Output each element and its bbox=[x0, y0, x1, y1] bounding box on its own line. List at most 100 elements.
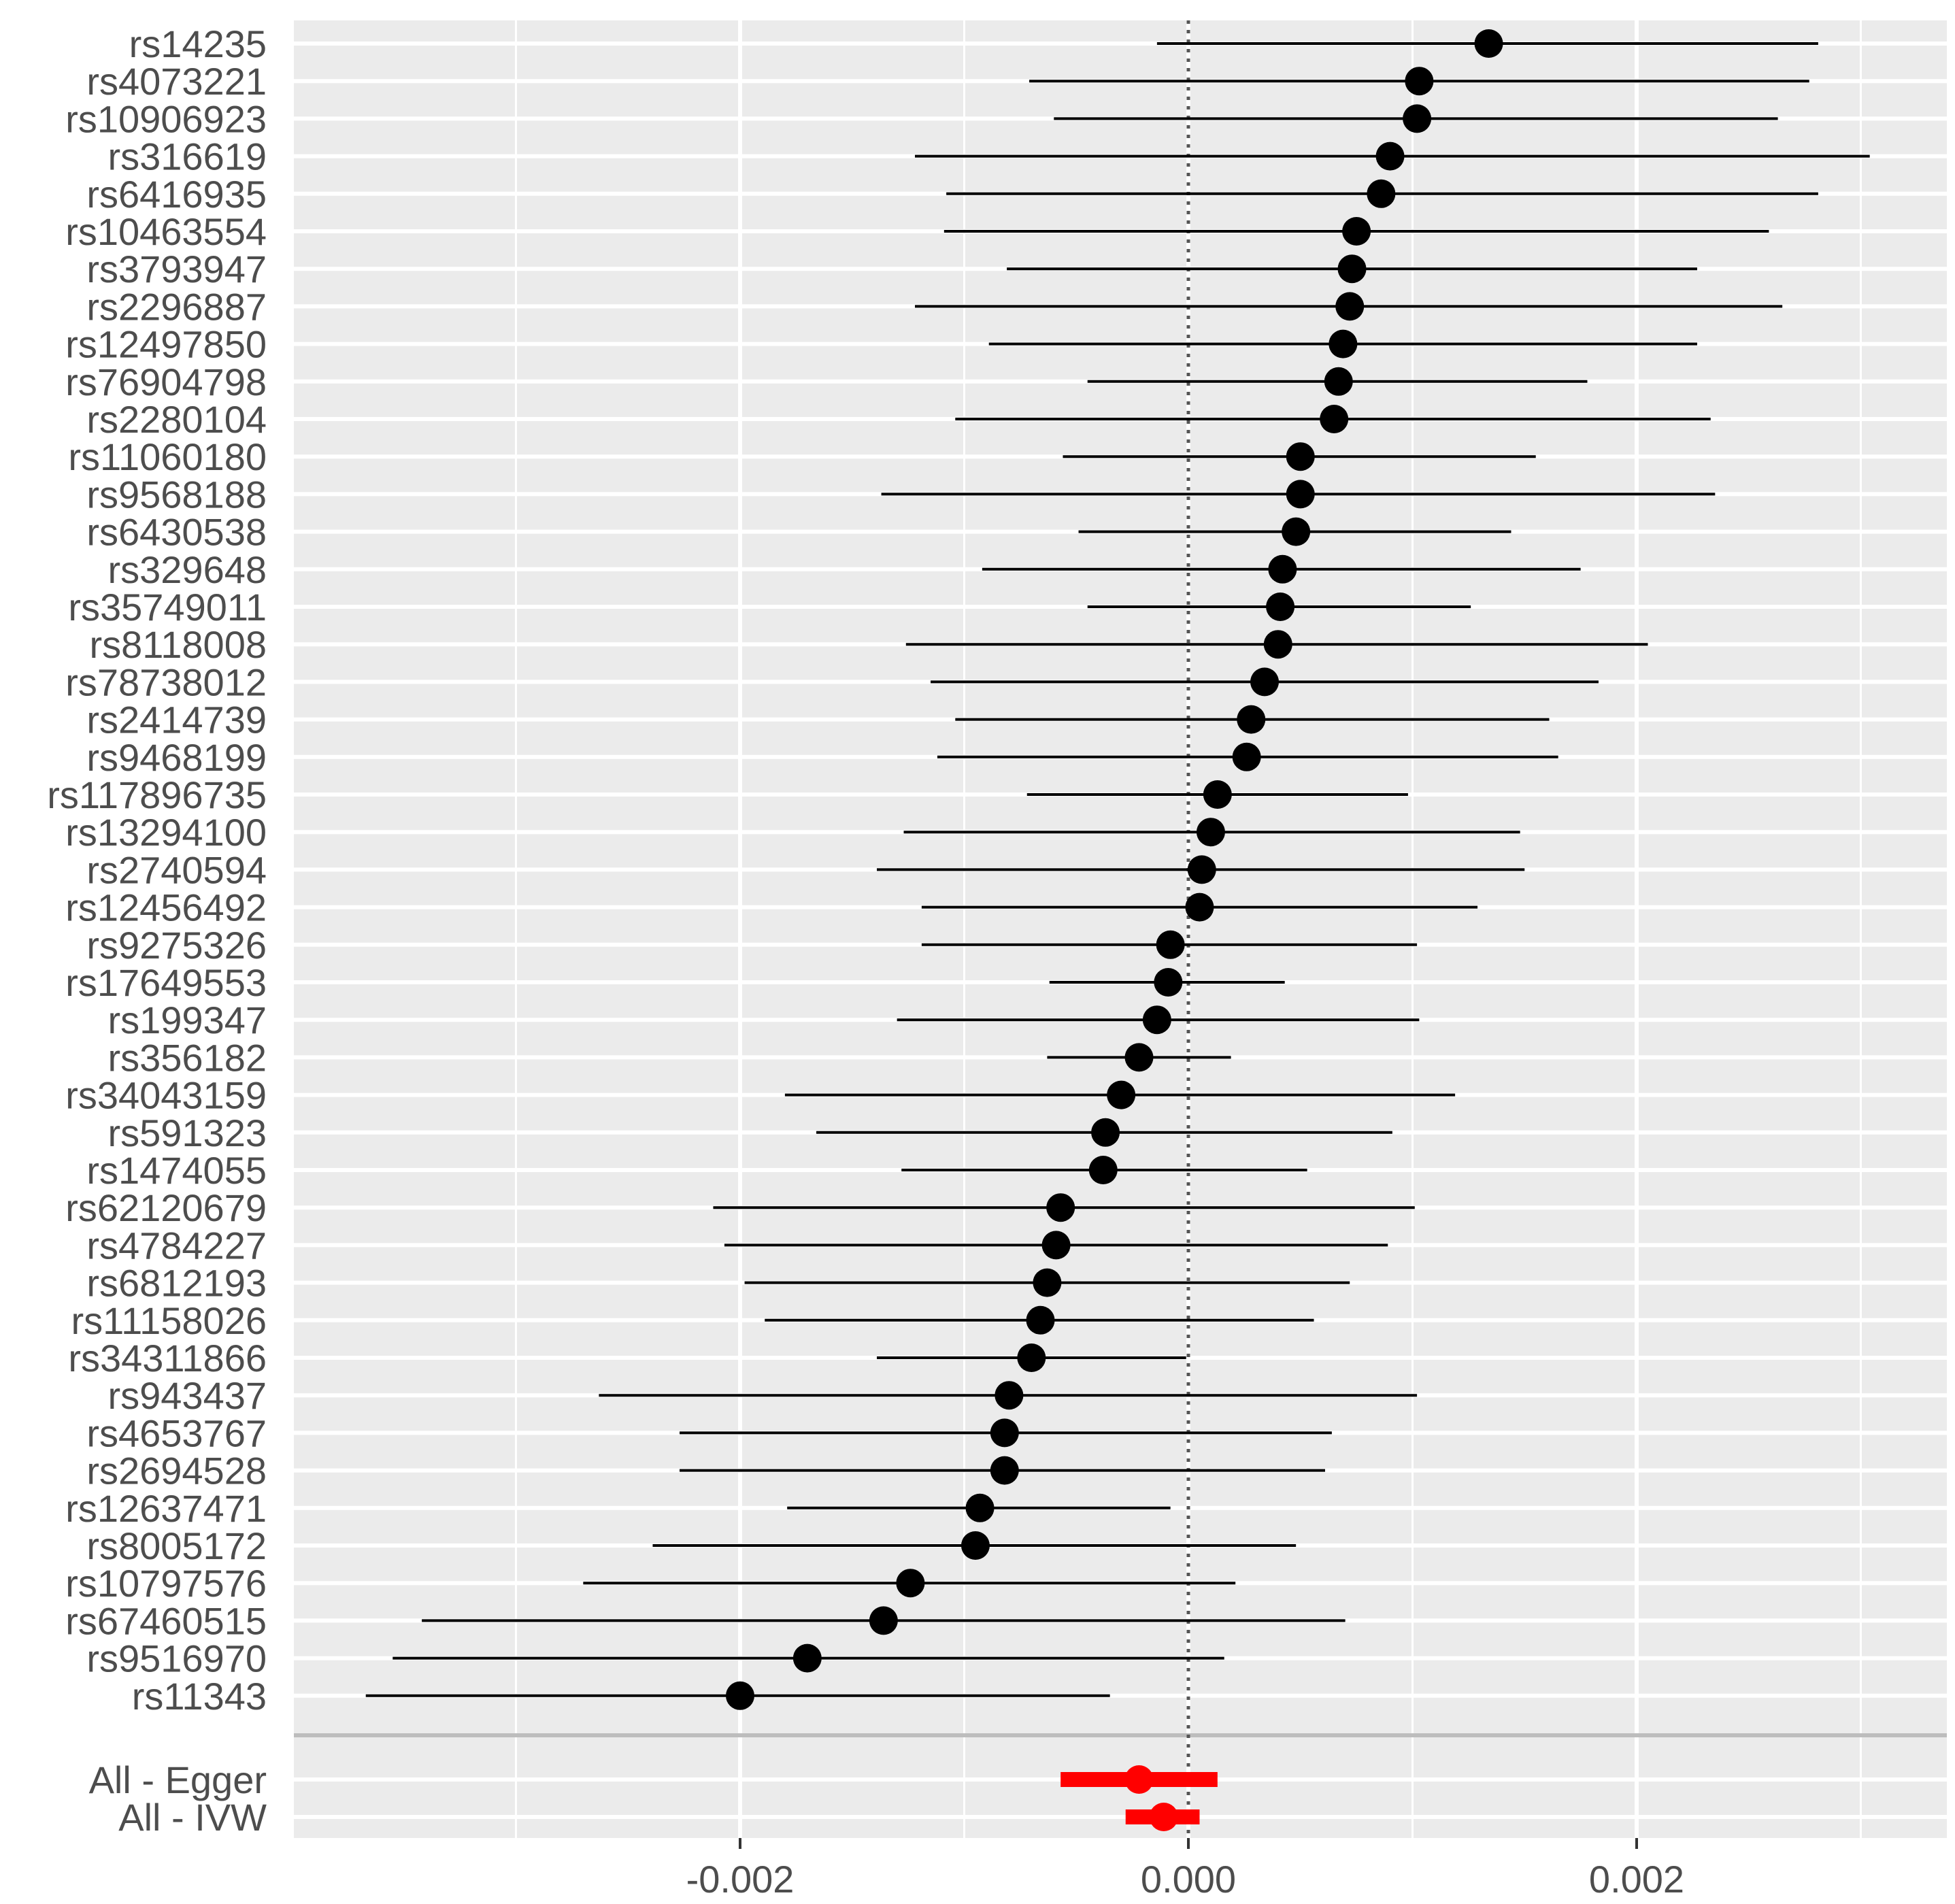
summary-label: All - Egger bbox=[89, 1758, 267, 1801]
x-tick-label: 0.000 bbox=[1141, 1858, 1236, 1901]
snp-point bbox=[1017, 1343, 1046, 1372]
snp-label: rs12497850 bbox=[65, 323, 267, 366]
snp-point bbox=[1091, 1118, 1120, 1147]
summary-label: All - IVW bbox=[118, 1796, 267, 1839]
snp-label: rs2740594 bbox=[86, 848, 267, 891]
snp-label: rs9568188 bbox=[86, 473, 267, 516]
snp-point bbox=[1107, 1080, 1136, 1109]
snp-point bbox=[1185, 892, 1214, 922]
snp-label: rs9275326 bbox=[86, 924, 267, 967]
row-labels: rs14235rs4073221rs10906923rs316619rs6416… bbox=[47, 22, 267, 1839]
snp-point bbox=[1046, 1193, 1075, 1222]
snp-point bbox=[1266, 592, 1295, 621]
snp-label: rs10797576 bbox=[65, 1562, 267, 1605]
snp-label: rs4073221 bbox=[86, 60, 267, 103]
snp-label: rs67460515 bbox=[65, 1599, 267, 1642]
snp-label: rs2280104 bbox=[86, 398, 267, 441]
x-tick-label: 0.002 bbox=[1589, 1858, 1684, 1901]
snp-label: rs4784227 bbox=[86, 1224, 267, 1267]
snp-point bbox=[990, 1456, 1019, 1485]
snp-label: rs11060180 bbox=[68, 435, 267, 478]
snp-point bbox=[1187, 855, 1216, 884]
snp-label: rs62120679 bbox=[65, 1186, 267, 1229]
snp-point bbox=[1337, 254, 1367, 284]
snp-point bbox=[1250, 667, 1280, 697]
snp-label: rs356182 bbox=[107, 1036, 267, 1079]
snp-label: rs1474055 bbox=[86, 1149, 267, 1192]
snp-label: rs2694528 bbox=[86, 1450, 267, 1492]
snp-label: rs3793947 bbox=[86, 248, 267, 290]
snp-point bbox=[995, 1381, 1024, 1410]
snp-point bbox=[1232, 742, 1261, 771]
snp-label: rs2296887 bbox=[86, 285, 267, 328]
snp-point bbox=[1320, 405, 1349, 433]
snp-label: rs943437 bbox=[107, 1374, 267, 1417]
snp-label: rs329648 bbox=[107, 548, 267, 591]
snp-point bbox=[1286, 442, 1315, 471]
snp-point bbox=[1342, 217, 1371, 246]
plot-panel bbox=[294, 20, 1947, 1838]
snp-point bbox=[1026, 1305, 1055, 1335]
summary-point bbox=[1149, 1803, 1178, 1831]
snp-label: rs12637471 bbox=[65, 1487, 267, 1530]
estimate-marks bbox=[365, 29, 1870, 1831]
snp-label: rs117896735 bbox=[47, 773, 267, 816]
snp-point bbox=[792, 1643, 822, 1673]
snp-point bbox=[965, 1493, 995, 1522]
snp-label: rs17649553 bbox=[65, 961, 267, 1004]
snp-point bbox=[1156, 930, 1185, 959]
snp-point bbox=[1263, 630, 1292, 659]
snp-point bbox=[1375, 141, 1405, 171]
snp-label: rs9468199 bbox=[86, 736, 267, 779]
snp-point bbox=[1142, 1005, 1171, 1035]
snp-point bbox=[1367, 179, 1396, 208]
snp-point bbox=[1324, 367, 1353, 396]
snp-label: rs199347 bbox=[107, 999, 267, 1041]
snp-label: rs10463554 bbox=[65, 210, 267, 253]
snp-label: rs316619 bbox=[107, 135, 267, 178]
snp-point bbox=[1474, 29, 1503, 58]
snp-label: rs76904798 bbox=[65, 361, 267, 403]
x-tick-label: -0.002 bbox=[686, 1858, 795, 1901]
snp-label: rs14235 bbox=[129, 22, 267, 65]
snp-label: rs6430538 bbox=[86, 511, 267, 554]
snp-point bbox=[1203, 780, 1232, 809]
snp-point bbox=[1196, 818, 1225, 847]
snp-label: rs11158026 bbox=[71, 1299, 267, 1342]
snp-point bbox=[1335, 292, 1365, 321]
snp-point bbox=[869, 1606, 898, 1635]
snp-label: rs34311866 bbox=[68, 1337, 267, 1380]
snp-label: rs34043159 bbox=[65, 1074, 267, 1117]
snp-label: rs10906923 bbox=[65, 97, 267, 140]
snp-point bbox=[960, 1531, 990, 1560]
snp-point bbox=[1403, 104, 1432, 133]
snp-label: rs9516970 bbox=[86, 1637, 267, 1680]
snp-label: rs4653767 bbox=[86, 1412, 267, 1454]
snp-point bbox=[1405, 67, 1434, 96]
snp-label: rs12456492 bbox=[65, 886, 267, 929]
snp-point bbox=[726, 1681, 754, 1710]
summary-point bbox=[1124, 1765, 1154, 1794]
snp-label: rs2414739 bbox=[86, 699, 267, 741]
snp-label: rs6416935 bbox=[86, 173, 267, 216]
snp-label: rs591323 bbox=[107, 1112, 267, 1154]
x-axis-ticks: -0.002 0.000 0.002 bbox=[686, 1838, 1684, 1901]
snp-label: rs11343 bbox=[132, 1675, 267, 1718]
snp-label: rs35749011 bbox=[68, 586, 267, 629]
snp-point bbox=[1124, 1043, 1154, 1072]
snp-point bbox=[1088, 1156, 1118, 1184]
snp-point bbox=[1033, 1268, 1062, 1297]
snp-point bbox=[1041, 1231, 1071, 1260]
snp-point bbox=[990, 1418, 1019, 1448]
snp-point bbox=[1154, 968, 1183, 997]
snp-point bbox=[1268, 554, 1297, 584]
snp-point bbox=[1282, 517, 1311, 546]
snp-label: rs8118008 bbox=[89, 623, 267, 666]
snp-label: rs6812193 bbox=[86, 1262, 267, 1305]
snp-label: rs78738012 bbox=[65, 661, 267, 703]
snp-label: rs8005172 bbox=[86, 1524, 267, 1567]
snp-point bbox=[896, 1569, 925, 1598]
snp-point bbox=[1329, 329, 1358, 358]
snp-point bbox=[1237, 705, 1266, 734]
